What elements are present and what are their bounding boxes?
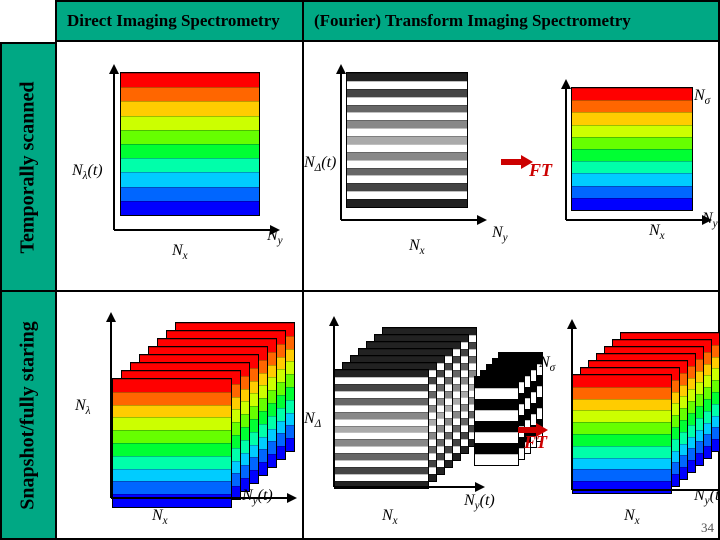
column-headers: Direct Imaging Spectrometry(Fourier) Tra…: [55, 0, 720, 42]
cell-direct-snapshot: Nλ Nx Ny(t): [57, 292, 304, 538]
axis-label: Nσ: [694, 87, 710, 107]
axis-label: Ny(t): [464, 492, 495, 512]
row-label: Snapshot/fully staring: [2, 290, 55, 538]
axis-label: NΔ: [304, 410, 321, 430]
axis-label: Ny: [702, 210, 718, 230]
grid: Nλ(t) Nx Ny NΔ(t) Nx Ny FT Nσ Nx Ny Nλ Nx Ny(t) NΔ…: [55, 42, 720, 540]
axis-label: Nx: [649, 222, 665, 242]
row-label: Temporally scanned: [2, 42, 55, 290]
axis-label: Ny: [267, 227, 283, 247]
column-header: (Fourier) Transform Imaging Spectrometry: [304, 2, 718, 40]
slide-number: 34: [701, 520, 714, 536]
axis-label: Nx: [152, 507, 168, 527]
axis-label: FT: [529, 160, 552, 181]
axis-label: Nλ: [75, 397, 91, 417]
axis-label: Ny(t): [242, 487, 273, 507]
axis-label: Nx: [172, 242, 188, 262]
axis-label: Nx: [409, 237, 425, 257]
axis-label: Nx: [382, 507, 398, 527]
cell-direct-temporal: Nλ(t) Nx Ny: [57, 42, 304, 290]
axis-label: Nx: [624, 507, 640, 527]
cell-fourier-snapshot: NΔ Nx Ny(t) FT Nσ Nx Ny(t): [304, 292, 718, 538]
axis-label: Ny: [492, 224, 508, 244]
column-header: Direct Imaging Spectrometry: [57, 2, 304, 40]
row-snapshot: Nλ Nx Ny(t) NΔ Nx Ny(t) FT Nσ Nx Ny(t): [57, 290, 718, 538]
diagram-stage: Direct Imaging Spectrometry(Fourier) Tra…: [0, 0, 720, 540]
axis-label: FT: [524, 432, 547, 453]
axis-label: NΔ(t): [304, 154, 336, 174]
axis-label: Ny(t): [694, 487, 720, 507]
axis-label: Nσ: [539, 354, 555, 374]
row-labels: Temporally scannedSnapshot/fully staring: [0, 42, 55, 540]
axis-label: Nλ(t): [72, 162, 103, 182]
row-temporal: Nλ(t) Nx Ny NΔ(t) Nx Ny FT Nσ Nx Ny: [57, 42, 718, 290]
cell-fourier-temporal: NΔ(t) Nx Ny FT Nσ Nx Ny: [304, 42, 718, 290]
